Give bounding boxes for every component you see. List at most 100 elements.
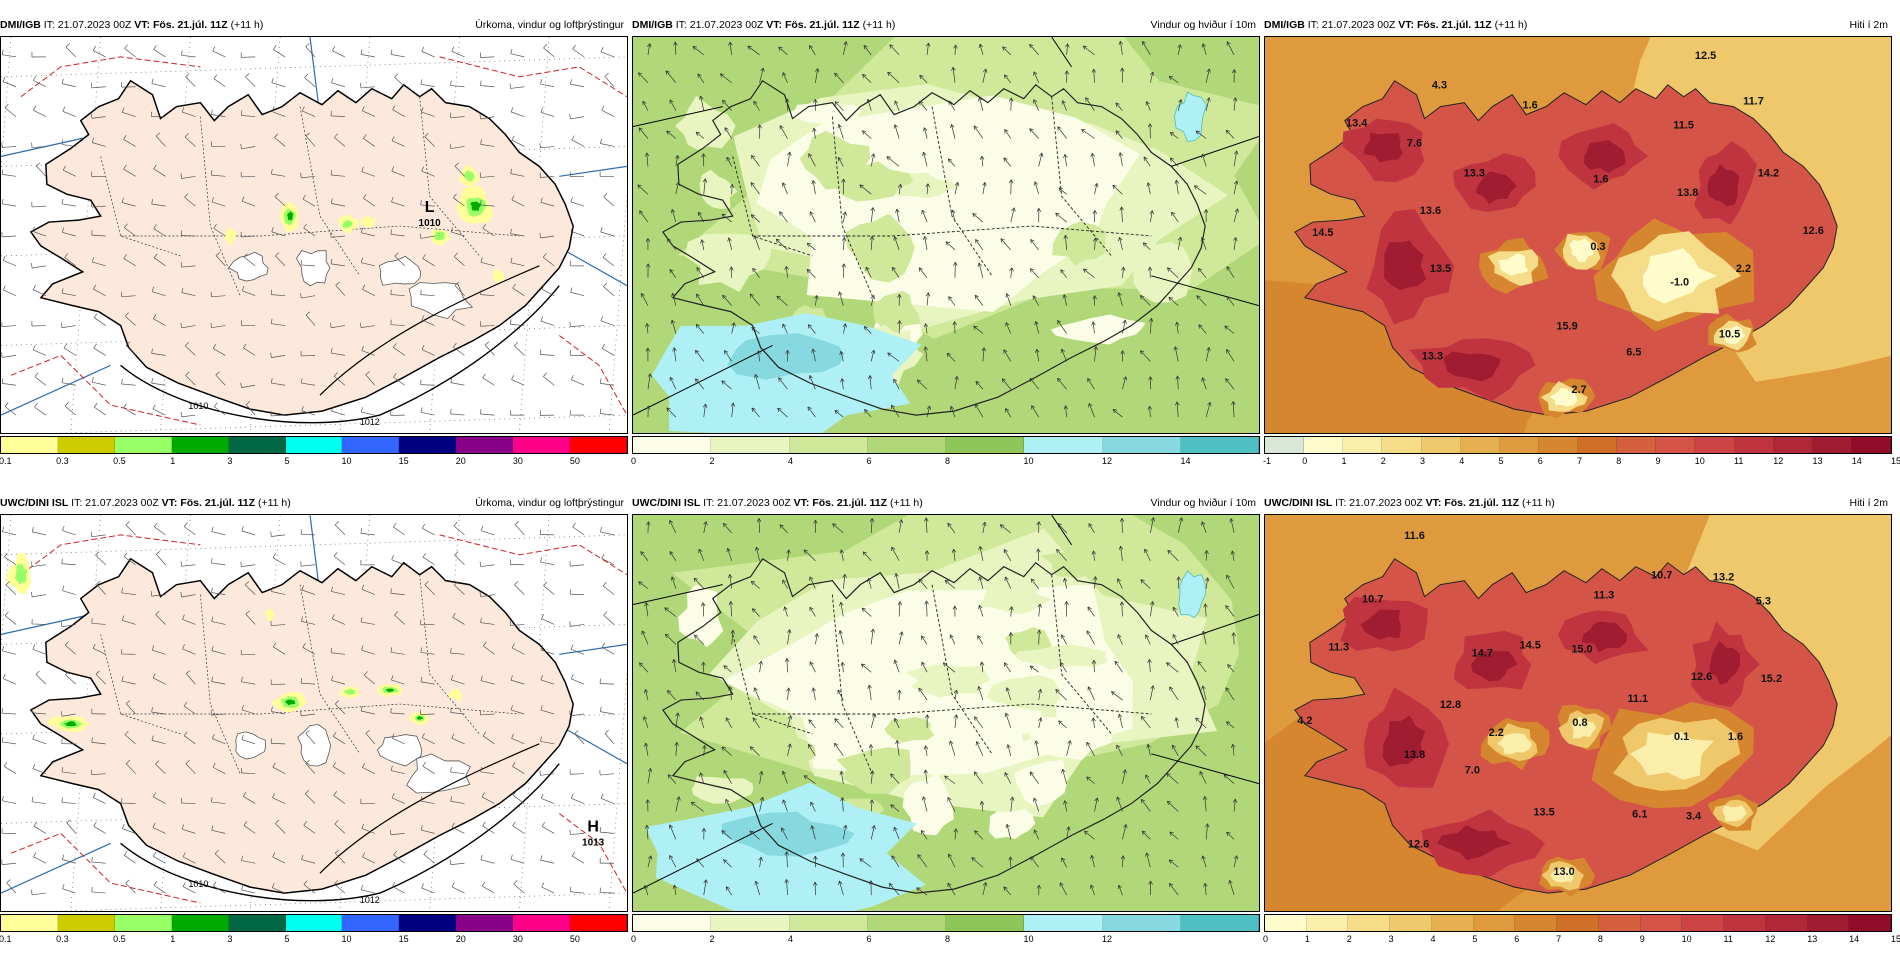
- color-swatch: [513, 915, 570, 931]
- color-swatch: [1348, 915, 1390, 931]
- temperature-label: 15.9: [1556, 321, 1577, 333]
- isobar-label: 1012: [360, 417, 380, 427]
- panel-header: UWC/DINI ISL IT: 21.07.2023 00Z VT: Fös.…: [0, 494, 628, 512]
- temperature-label: 0.3: [1590, 241, 1605, 253]
- temperature-label: 13.4: [1346, 118, 1368, 130]
- temperature-label: 4.2: [1297, 715, 1312, 727]
- isobar-label: 1012: [360, 895, 380, 905]
- model-name: UWC/DINI ISL: [632, 497, 700, 509]
- model-name: UWC/DINI ISL: [0, 497, 68, 509]
- scale-tick-label: 2: [1381, 456, 1386, 466]
- panel-title: Úrkoma, vindur og loftþrýstingur: [475, 16, 624, 34]
- temperature-label: 10.7: [1651, 570, 1672, 582]
- map-panel-temp: UWC/DINI ISL IT: 21.07.2023 00Z VT: Fös.…: [1264, 494, 1892, 954]
- scale-tick-label: 12: [1773, 456, 1783, 466]
- color-swatch: [229, 437, 286, 453]
- temperature-label: 13.5: [1430, 263, 1451, 275]
- color-swatch: [1695, 437, 1734, 453]
- color-swatch: [1461, 437, 1500, 453]
- valid-time-prefix: VT:: [794, 497, 810, 509]
- color-swatch: [1849, 915, 1891, 931]
- color-swatch: [570, 915, 627, 931]
- scale-tick-label: 13: [1807, 934, 1817, 944]
- scale-tick-label: 10: [342, 456, 352, 466]
- color-swatch: [399, 915, 456, 931]
- color-swatch: [868, 915, 946, 931]
- temperature-label: 4.3: [1432, 80, 1447, 92]
- temperature-label: 0.1: [1674, 731, 1689, 743]
- scale-tick-label: 0: [631, 456, 636, 466]
- valid-time: Fös. 21.júl. 11Z: [180, 497, 255, 509]
- scale-tick-label: 3: [227, 456, 232, 466]
- scale-tick-label: 11: [1734, 456, 1743, 466]
- color-swatch: [1617, 437, 1656, 453]
- scale-tick-label: -1: [1263, 456, 1271, 466]
- temperature-label: 12.5: [1695, 50, 1716, 62]
- scale-tick-label: 5: [1472, 934, 1477, 944]
- scale-tick-label: 12: [1765, 934, 1775, 944]
- init-time: IT: 21.07.2023 00Z: [1335, 497, 1423, 509]
- color-swatch: [456, 437, 513, 453]
- scale-tick-label: 0.1: [0, 934, 12, 944]
- scale-tick-label: 0.1: [0, 456, 12, 466]
- scale-tick-label: 0: [1263, 934, 1268, 944]
- temperature-label: 13.5: [1533, 806, 1554, 818]
- panel-title: Vindur og hviður í 10m: [1151, 16, 1256, 34]
- color-swatch: [1557, 915, 1599, 931]
- map-panel-precip: DMI/IGB IT: 21.07.2023 00Z VT: Fös. 21.j…: [0, 16, 628, 476]
- temperature-label: 15.2: [1761, 673, 1782, 685]
- panel-title: Hiti í 2m: [1849, 494, 1888, 512]
- scale-tick-label: 9: [1640, 934, 1645, 944]
- color-scale-bar: [1264, 436, 1892, 454]
- temperature-label: 1.6: [1523, 100, 1538, 112]
- init-time: IT: 21.07.2023 00Z: [71, 497, 159, 509]
- color-scale-bar: [632, 914, 1260, 932]
- temperature-label: 1.6: [1728, 731, 1743, 743]
- scale-tick-label: 9: [1656, 456, 1661, 466]
- scale-tick-label: 6: [867, 456, 872, 466]
- scale-tick-label: 4: [788, 456, 793, 466]
- scale-tick-label: 10: [1695, 456, 1705, 466]
- valid-time-prefix: VT:: [766, 19, 782, 31]
- temperature-label: 14.5: [1519, 639, 1540, 651]
- scale-tick-label: 12: [1102, 456, 1112, 466]
- color-swatch: [1599, 915, 1641, 931]
- scale-tick-label: 3: [227, 934, 232, 944]
- valid-time-prefix: VT:: [1426, 497, 1442, 509]
- scale-tick-label: 14: [1181, 456, 1191, 466]
- scale-tick-label: 15: [399, 934, 409, 944]
- isobar-label: 1010: [188, 879, 208, 889]
- temperature-label: 14.5: [1312, 227, 1333, 239]
- color-swatch: [1265, 437, 1304, 453]
- scale-tick-label: 5: [284, 934, 289, 944]
- lead-time: (+11 h): [890, 497, 923, 509]
- color-swatch: [399, 437, 456, 453]
- scale-tick-label: 1: [1342, 456, 1347, 466]
- pressure-center-letter: L: [425, 199, 435, 216]
- color-swatch: [1515, 915, 1557, 931]
- valid-time: Fös. 21.júl. 11Z: [1417, 19, 1492, 31]
- panel-header: DMI/IGB IT: 21.07.2023 00Z VT: Fös. 21.j…: [0, 16, 628, 34]
- color-swatch: [456, 915, 513, 931]
- scale-tick-label: 50: [570, 456, 580, 466]
- map-canvas: [632, 36, 1260, 434]
- color-swatch: [868, 437, 946, 453]
- color-swatch: [946, 915, 1024, 931]
- color-swatch: [115, 915, 172, 931]
- scale-tick-label: 2: [710, 456, 715, 466]
- isobar-label: 1010: [188, 401, 208, 411]
- temperature-label: 12.6: [1691, 671, 1712, 683]
- scale-tick-label: 11: [1724, 934, 1733, 944]
- color-swatch: [1682, 915, 1724, 931]
- scale-tick-label: 4: [788, 934, 793, 944]
- scale-tick-label: 12: [1102, 934, 1112, 944]
- scale-tick-label: 2: [1347, 934, 1352, 944]
- valid-time: Fös. 21.júl. 11Z: [812, 497, 887, 509]
- scale-tick-label: 0: [1302, 456, 1307, 466]
- scale-tick-label: 8: [1598, 934, 1603, 944]
- scale-tick-label: 10: [1024, 456, 1034, 466]
- valid-time-prefix: VT:: [162, 497, 178, 509]
